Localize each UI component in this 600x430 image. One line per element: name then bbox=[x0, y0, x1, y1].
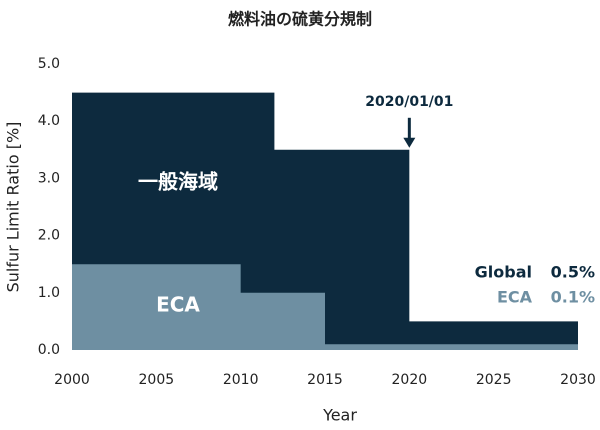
y-tick-label: 2.0 bbox=[38, 228, 60, 244]
legend-label: ECA bbox=[497, 288, 533, 307]
annotation-arrowhead bbox=[403, 137, 416, 148]
area-label: ECA bbox=[156, 293, 200, 317]
step-area bbox=[72, 264, 578, 350]
y-tick-label: 1.0 bbox=[38, 285, 60, 301]
x-tick-label: 2010 bbox=[223, 372, 259, 388]
legend-label: Global bbox=[475, 263, 532, 282]
x-tick-label: 2025 bbox=[476, 372, 512, 388]
y-tick-label: 4.0 bbox=[38, 113, 60, 129]
x-tick-label: 2015 bbox=[307, 372, 343, 388]
chart-title: 燃料油の硫黄分規制 bbox=[228, 10, 372, 29]
area-label: 一般海域 bbox=[138, 170, 218, 194]
y-tick-label: 3.0 bbox=[38, 170, 60, 186]
legend-value: 0.1% bbox=[551, 288, 595, 307]
y-axis-label: Sulfur Limit Ratio [%] bbox=[4, 122, 23, 293]
x-tick-label: 2000 bbox=[54, 372, 90, 388]
x-tick-label: 2030 bbox=[560, 372, 596, 388]
x-tick-label: 2005 bbox=[139, 372, 175, 388]
x-axis-label: Year bbox=[322, 406, 357, 425]
y-tick-label: 0.0 bbox=[38, 342, 60, 358]
legend-value: 0.5% bbox=[551, 263, 595, 282]
annotation: 2020/01/01 bbox=[365, 94, 453, 110]
x-tick-label: 2020 bbox=[392, 372, 428, 388]
y-tick-label: 5.0 bbox=[38, 56, 60, 72]
